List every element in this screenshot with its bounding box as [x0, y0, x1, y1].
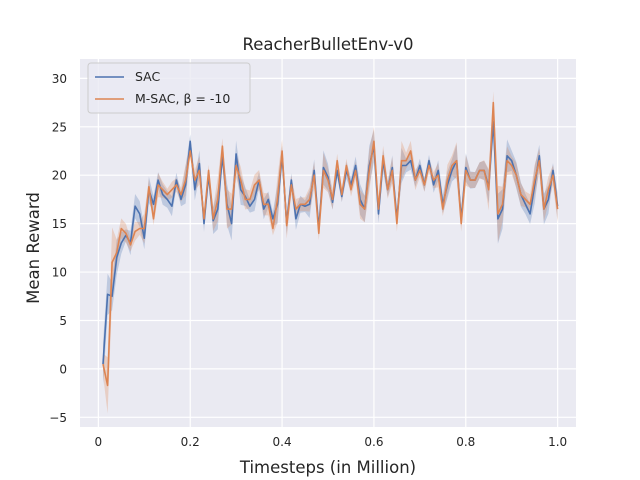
legend-label-msac: M-SAC, β = -10: [135, 91, 230, 106]
chart-title: ReacherBulletEnv-v0: [243, 35, 414, 54]
y-tick-label: 20: [52, 169, 67, 183]
y-axis-title: Mean Reward: [24, 192, 43, 304]
y-tick-label: 0: [59, 362, 67, 376]
x-tick-label: 0.8: [456, 435, 475, 449]
x-tick-label: 0.2: [181, 435, 200, 449]
tick-labels: 0 0.2 0.4 0.6 0.8 1.0 −5 0 5 10 15 20 25 30: [49, 72, 567, 449]
series-lines: [102, 101, 559, 387]
line-series-1: [102, 101, 559, 387]
y-tick-label: 15: [52, 217, 67, 231]
x-tick-label: 0.6: [364, 435, 383, 449]
legend-label-sac: SAC: [135, 69, 160, 84]
plot-background: [80, 59, 576, 427]
x-tick-label: 0: [95, 435, 103, 449]
y-tick-label: 5: [59, 314, 67, 328]
x-tick-label: 0.4: [273, 435, 292, 449]
legend: SAC M-SAC, β = -10: [87, 62, 251, 114]
x-tick-label: 1.0: [548, 435, 567, 449]
x-axis-title: Timesteps (in Million): [239, 458, 416, 477]
y-tick-label: 10: [52, 266, 67, 280]
y-tick-label: −5: [49, 411, 67, 425]
legend-frame: [87, 62, 251, 114]
y-tick-label: 30: [52, 72, 67, 86]
y-tick-label: 25: [52, 120, 67, 134]
